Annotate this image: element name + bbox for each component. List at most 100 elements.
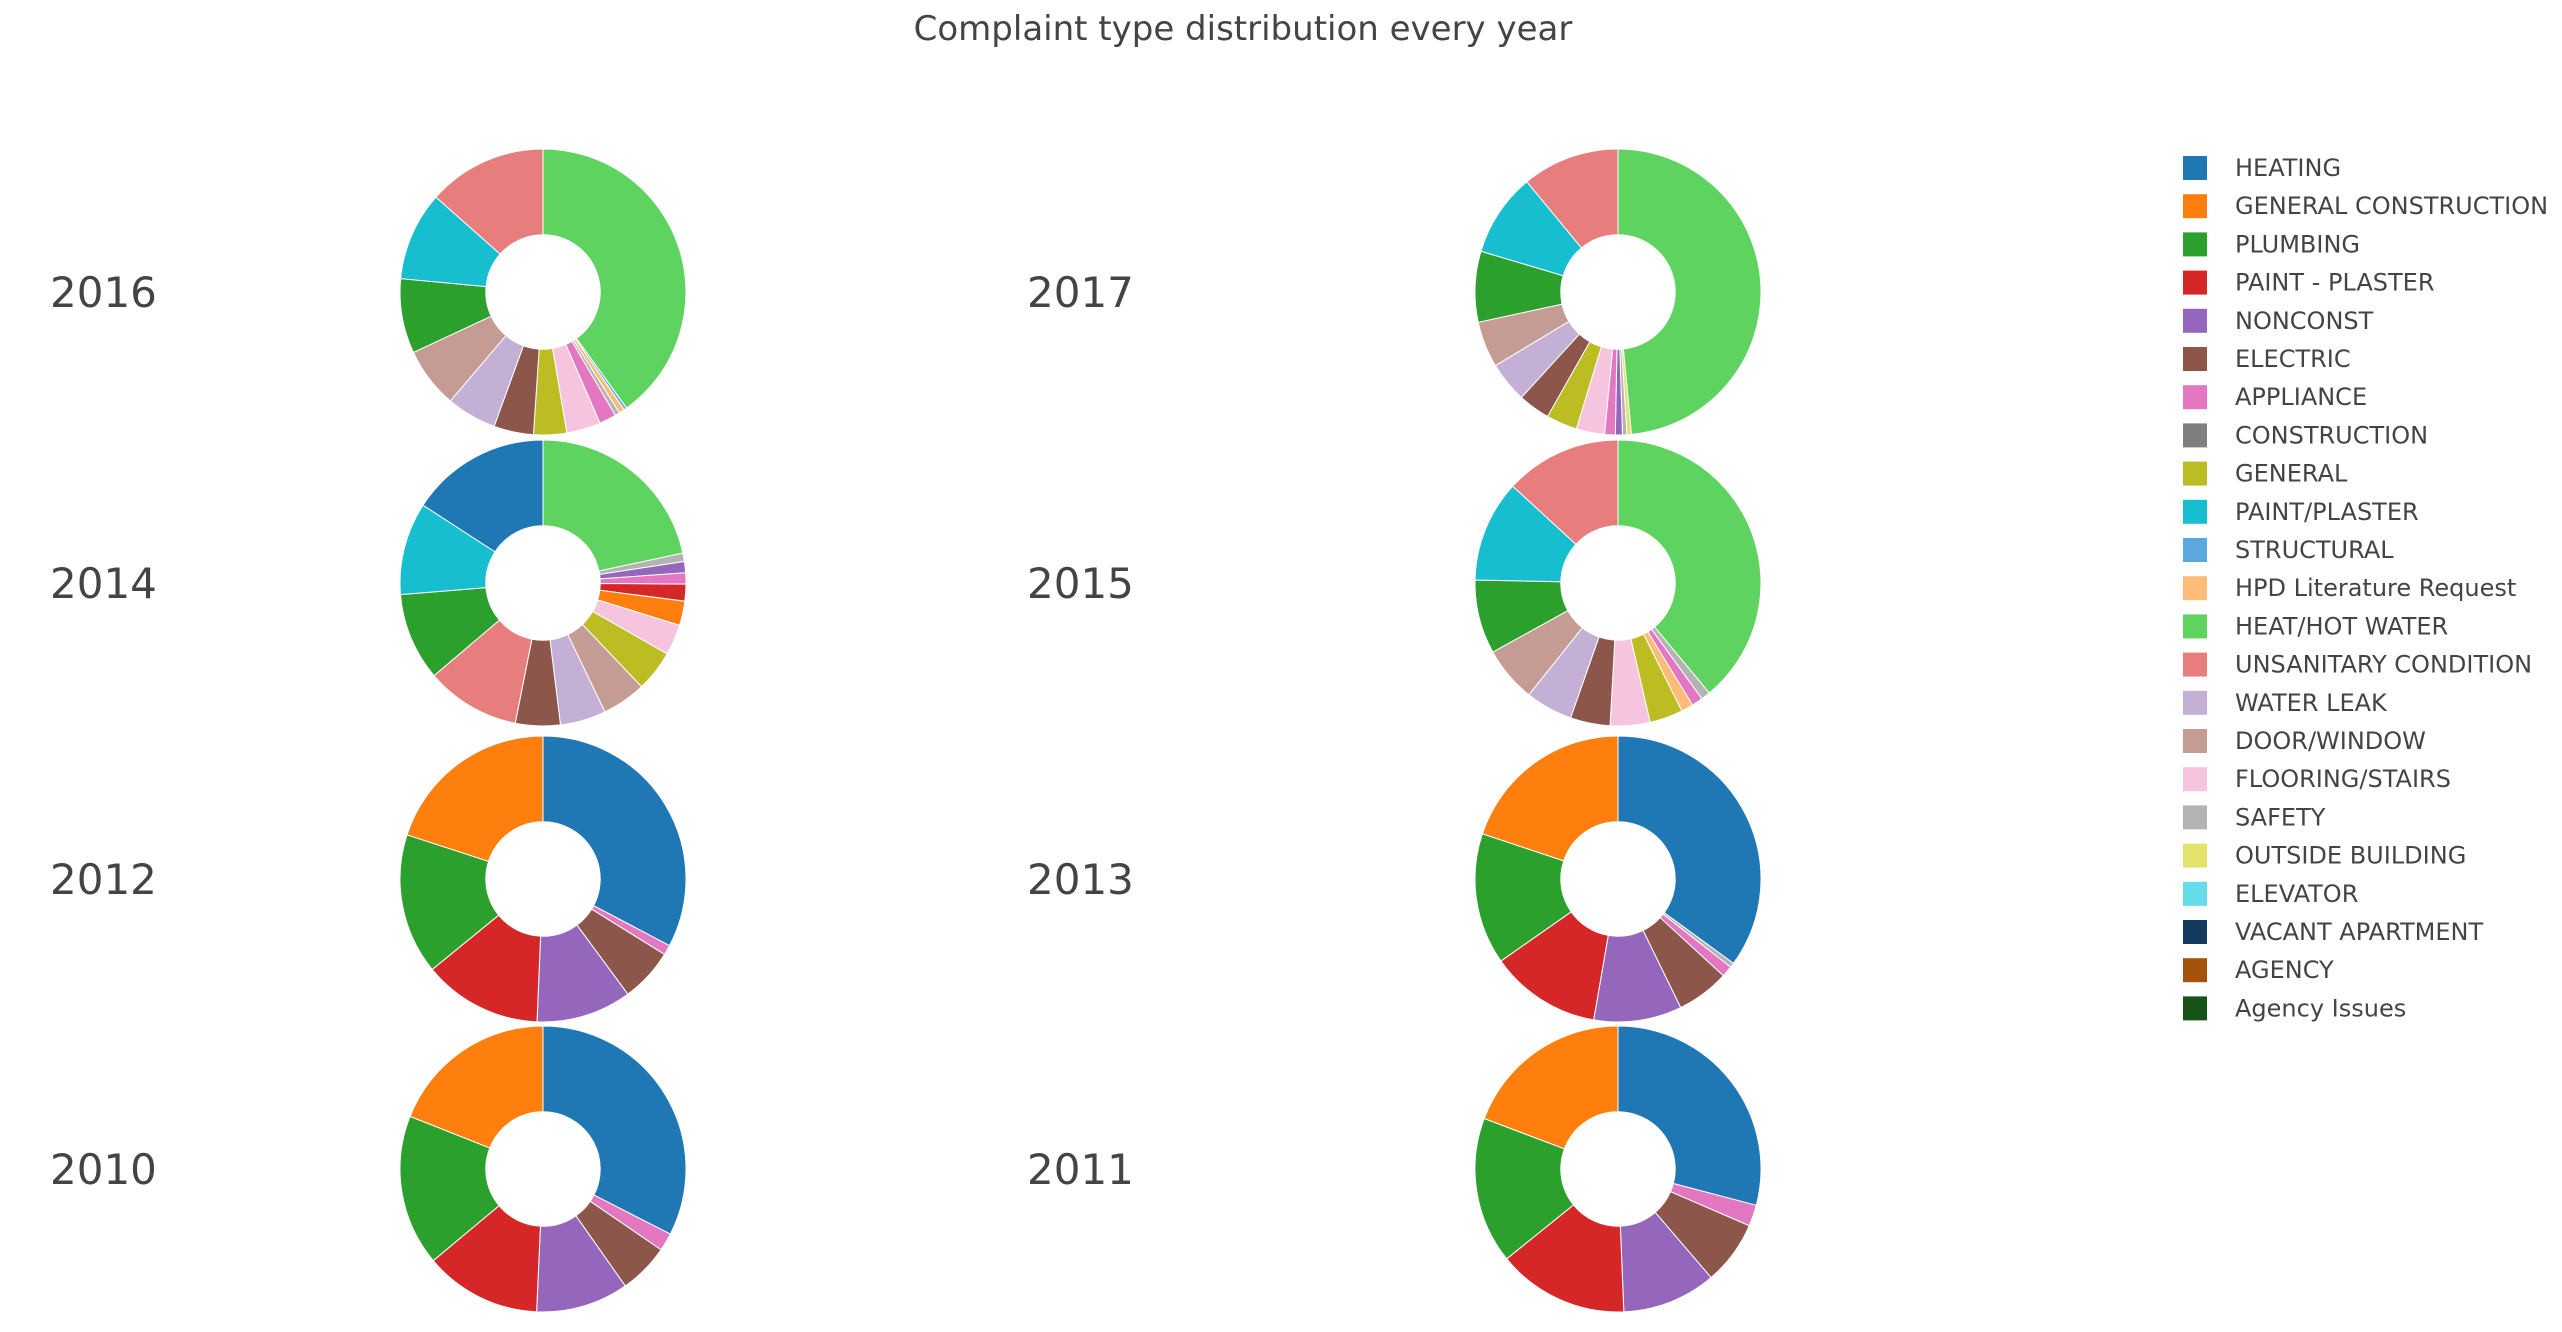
slice-2011-general-construction[interactable] xyxy=(1483,1025,1619,1150)
legend-swatch-door-window xyxy=(2183,729,2207,753)
legend-label-heating: HEATING xyxy=(2235,154,2341,182)
slice-2013-heating[interactable] xyxy=(1617,735,1762,965)
slice-2011-paint-plaster[interactable] xyxy=(1506,1204,1625,1313)
legend-label-electric: ELECTRIC xyxy=(2235,345,2351,373)
legend-swatch-electric xyxy=(2183,347,2207,371)
legend-swatch-paint-plaster xyxy=(2183,270,2207,295)
legend-swatch-plumbing xyxy=(2183,232,2207,257)
legend-item-water-leak[interactable]: WATER LEAK xyxy=(2183,689,2388,717)
legend-swatch-heating xyxy=(2183,156,2207,180)
legend-item-agency-issues[interactable]: Agency Issues xyxy=(2183,994,2406,1022)
slice-2014-heat-hot-water[interactable] xyxy=(542,439,684,572)
legend-swatch-appliance xyxy=(2183,385,2207,410)
slice-2010-heating[interactable] xyxy=(542,1025,687,1235)
legend-item-door-window[interactable]: DOOR/WINDOW xyxy=(2183,727,2426,755)
pies-layer: 2016 2017 2014 2015 2012 2013 2010 2011 xyxy=(50,148,1762,1313)
legend-label-nonconst: NONCONST xyxy=(2235,307,2374,335)
pie-label-2011: 2011 xyxy=(1027,1145,1134,1194)
pie-label-2014: 2014 xyxy=(50,559,157,608)
legend-swatch-heat-hot-water xyxy=(2183,614,2207,639)
legend-item-paint-plaster[interactable]: PAINT/PLASTER xyxy=(2183,498,2419,526)
legend-swatch-hpd-literature-request xyxy=(2183,576,2207,601)
pie-label-2012: 2012 xyxy=(50,855,157,904)
legend-item-hpd-literature-request[interactable]: HPD Literature Request xyxy=(2183,574,2516,602)
slice-2011-plumbing[interactable] xyxy=(1474,1117,1575,1260)
legend-item-outside-building[interactable]: OUTSIDE BUILDING xyxy=(2183,842,2466,870)
slice-2013-general-construction[interactable] xyxy=(1481,735,1619,862)
legend-item-flooring-stairs[interactable]: FLOORING/STAIRS xyxy=(2183,765,2451,793)
legend-label-elevator: ELEVATOR xyxy=(2235,880,2358,908)
legend-swatch-unsanitary-condition xyxy=(2183,652,2207,677)
pie-label-2015: 2015 xyxy=(1027,559,1134,608)
legend-swatch-flooring-stairs xyxy=(2183,767,2207,792)
slice-2013-plumbing[interactable] xyxy=(1474,833,1572,962)
legend-label-paint-plaster: PAINT/PLASTER xyxy=(2235,498,2419,526)
chart-title: Complaint type distribution every year xyxy=(914,9,1573,49)
slice-2015-unsanitary-condition[interactable] xyxy=(1512,439,1619,545)
slice-2017-unsanitary-condition[interactable] xyxy=(1526,148,1619,249)
slice-2016-unsanitary-condition[interactable] xyxy=(435,148,544,255)
legend-label-flooring-stairs: FLOORING/STAIRS xyxy=(2235,765,2451,793)
legend-item-paint-plaster[interactable]: PAINT - PLASTER xyxy=(2183,269,2435,297)
legend-label-safety: SAFETY xyxy=(2235,803,2326,831)
legend-label-agency: AGENCY xyxy=(2235,956,2334,984)
legend-swatch-water-leak xyxy=(2183,690,2207,715)
legend-item-structural[interactable]: STRUCTURAL xyxy=(2183,536,2394,564)
legend-label-agency-issues: Agency Issues xyxy=(2235,994,2406,1022)
slice-2011-heating[interactable] xyxy=(1617,1025,1762,1206)
legend-item-vacant-apartment[interactable]: VACANT APARTMENT xyxy=(2183,918,2483,946)
legend-label-construction: CONSTRUCTION xyxy=(2235,421,2428,449)
legend-swatch-agency xyxy=(2183,958,2207,983)
legend-item-unsanitary-condition[interactable]: UNSANITARY CONDITION xyxy=(2183,651,2532,679)
legend[interactable]: HEATING GENERAL CONSTRUCTION PLUMBING PAINT… xyxy=(2183,154,2548,1022)
slice-2010-general-construction[interactable] xyxy=(409,1025,544,1149)
legend-item-heating[interactable]: HEATING xyxy=(2183,154,2341,182)
slice-2010-plumbing[interactable] xyxy=(399,1115,500,1262)
pie-2011: 2011 xyxy=(1027,1025,1762,1313)
pie-2015: 2015 xyxy=(1027,439,1762,727)
legend-label-general-construction: GENERAL CONSTRUCTION xyxy=(2235,192,2548,220)
legend-label-appliance: APPLIANCE xyxy=(2235,383,2367,411)
legend-item-agency[interactable]: AGENCY xyxy=(2183,956,2334,984)
pie-label-2013: 2013 xyxy=(1027,855,1134,904)
legend-item-general-construction[interactable]: GENERAL CONSTRUCTION xyxy=(2183,192,2548,220)
pie-label-2017: 2017 xyxy=(1027,268,1134,317)
pie-label-2010: 2010 xyxy=(50,1145,157,1194)
slice-2017-heat-hot-water[interactable] xyxy=(1617,148,1762,435)
legend-label-outside-building: OUTSIDE BUILDING xyxy=(2235,842,2466,870)
slice-2012-paint-plaster[interactable] xyxy=(431,914,542,1023)
pie-2013: 2013 xyxy=(1027,735,1762,1023)
pie-2016: 2016 xyxy=(50,148,687,436)
legend-item-safety[interactable]: SAFETY xyxy=(2183,803,2326,831)
legend-item-nonconst[interactable]: NONCONST xyxy=(2183,307,2374,335)
legend-swatch-agency-issues xyxy=(2183,996,2207,1021)
legend-swatch-structural xyxy=(2183,538,2207,562)
slice-2012-plumbing[interactable] xyxy=(399,834,500,971)
slice-2012-general-construction[interactable] xyxy=(406,735,544,862)
legend-item-heat-hot-water[interactable]: HEAT/HOT WATER xyxy=(2183,612,2448,640)
slice-2015-heat-hot-water[interactable] xyxy=(1617,439,1762,694)
slice-2012-heating[interactable] xyxy=(542,735,687,947)
legend-item-elevator[interactable]: ELEVATOR xyxy=(2183,880,2358,908)
legend-item-plumbing[interactable]: PLUMBING xyxy=(2183,230,2360,258)
slice-2016-heat-hot-water[interactable] xyxy=(542,148,687,409)
legend-swatch-general-construction xyxy=(2183,194,2207,219)
legend-item-electric[interactable]: ELECTRIC xyxy=(2183,345,2351,373)
legend-item-appliance[interactable]: APPLIANCE xyxy=(2183,383,2367,411)
legend-label-plumbing: PLUMBING xyxy=(2235,230,2360,258)
pie-2017: 2017 xyxy=(1027,148,1762,436)
legend-swatch-vacant-apartment xyxy=(2183,920,2207,944)
legend-swatch-elevator xyxy=(2183,881,2207,906)
pie-label-2016: 2016 xyxy=(50,268,157,317)
legend-label-unsanitary-condition: UNSANITARY CONDITION xyxy=(2235,651,2532,679)
legend-swatch-construction xyxy=(2183,423,2207,448)
legend-swatch-nonconst xyxy=(2183,308,2207,333)
legend-swatch-outside-building xyxy=(2183,843,2207,868)
legend-swatch-general xyxy=(2183,461,2207,486)
legend-item-construction[interactable]: CONSTRUCTION xyxy=(2183,421,2428,449)
legend-swatch-safety xyxy=(2183,805,2207,830)
legend-item-general[interactable]: GENERAL xyxy=(2183,460,2348,488)
legend-label-paint-plaster: PAINT - PLASTER xyxy=(2235,269,2435,297)
slice-2014-heating[interactable] xyxy=(422,439,544,553)
